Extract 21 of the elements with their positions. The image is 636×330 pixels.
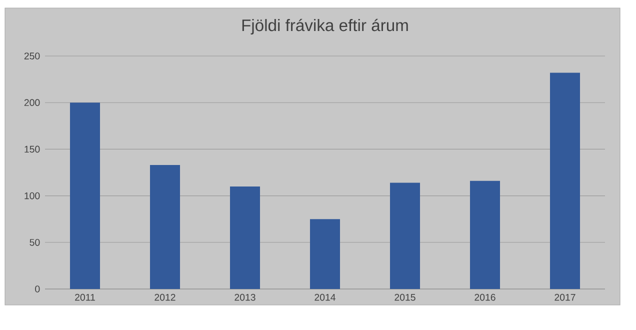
x-tick-label: 2013	[234, 294, 256, 301]
bar	[390, 182, 420, 289]
y-tick-label: 150	[24, 146, 40, 153]
bar	[70, 102, 100, 289]
bar	[550, 72, 580, 289]
x-tick-label: 2016	[474, 294, 496, 301]
x-tick-label: 2015	[394, 294, 416, 301]
y-tick-label: 200	[24, 99, 40, 106]
y-tick-label: 50	[30, 238, 40, 246]
x-tick-label: 2014	[314, 294, 336, 301]
bar	[470, 180, 500, 289]
y-tick-label: 100	[24, 192, 40, 200]
x-tick-label: 2017	[554, 294, 576, 301]
chart-title: Fjöldi frávika eftir árum	[242, 18, 408, 35]
bar	[310, 219, 340, 289]
bar	[230, 186, 260, 289]
y-tick-label: 250	[24, 52, 40, 60]
bar	[150, 165, 180, 289]
y-tick-label: 0	[35, 286, 40, 292]
x-tick-label: 2011	[75, 294, 95, 301]
x-tick-label: 2012	[154, 294, 176, 301]
